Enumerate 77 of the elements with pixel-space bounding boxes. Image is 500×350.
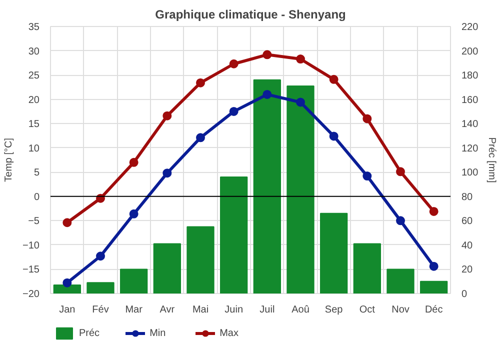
point (396, 167, 405, 176)
x-tick-label: Oct (359, 304, 376, 316)
point (229, 106, 238, 116)
point (196, 133, 205, 142)
y-axis-title: Temp [°C] (4, 138, 15, 182)
bar (120, 268, 148, 294)
x-tick-label: Mai (192, 304, 209, 316)
point (362, 114, 372, 124)
bar (286, 85, 314, 294)
y-tick-label: −20 (22, 289, 40, 300)
bar (186, 226, 214, 294)
point (229, 59, 238, 68)
point (296, 54, 305, 64)
y2-tick-label: 140 (462, 119, 479, 130)
y2-tick-label: 0 (462, 289, 468, 300)
point (329, 74, 338, 84)
legend-label: Préc (79, 326, 100, 340)
y2-tick-label: 200 (462, 46, 479, 58)
y2-tick-label: 180 (462, 70, 479, 82)
y2-tick-label: 160 (462, 94, 479, 106)
x-tick-label: Juin (224, 304, 244, 316)
point (329, 132, 338, 141)
bar (86, 282, 114, 294)
point (129, 158, 138, 167)
y-tick-label: 0 (34, 192, 40, 203)
y-tick-label: 10 (28, 143, 40, 154)
point (129, 209, 138, 218)
x-tick-label: Fév (92, 304, 109, 316)
point (62, 278, 72, 288)
y-tick-label: −10 (22, 240, 40, 252)
point (162, 168, 172, 178)
chart-title: Graphique climatique - Shenyang (155, 8, 346, 22)
y2-tick-label: 20 (462, 264, 474, 276)
y-tick-label: 30 (28, 46, 40, 58)
bar (353, 243, 381, 294)
y-tick-label: −5 (28, 216, 40, 228)
x-tick-label: Aoû (292, 304, 310, 316)
legend-label: Min (150, 326, 167, 340)
x-tick-label: Sep (324, 304, 344, 316)
point (429, 262, 438, 271)
x-tick-label: Nov (392, 304, 410, 316)
y2-tick-label: 40 (462, 240, 474, 252)
bar (253, 79, 281, 294)
x-tick-label: Jan (59, 304, 76, 316)
y2-tick-label: 120 (462, 143, 479, 154)
x-tick-label: Déc (424, 304, 443, 316)
point (262, 50, 272, 60)
x-tick-label: Mar (125, 304, 144, 316)
bar (320, 212, 348, 294)
bar (53, 284, 81, 294)
y-tick-label: −15 (22, 264, 40, 276)
point (362, 172, 372, 181)
point (296, 98, 305, 107)
x-tick-label: Avr (160, 304, 176, 316)
y-tick-label: 5 (34, 168, 40, 179)
point (429, 206, 438, 216)
point (162, 111, 172, 120)
bar (153, 243, 181, 294)
y2-tick-label: 220 (462, 22, 479, 33)
y2-tick-label: 80 (462, 192, 474, 203)
point (96, 252, 105, 261)
bar (420, 280, 448, 294)
legend-label: Max (220, 326, 240, 340)
y-tick-label: 15 (28, 119, 40, 130)
point (62, 218, 72, 228)
x-tick-label: Juil (260, 304, 275, 316)
y-tick-label: 35 (28, 22, 40, 33)
y-tick-label: 25 (28, 70, 40, 82)
bar (220, 176, 248, 294)
y2-tick-label: 60 (462, 216, 474, 228)
y-tick-label: 20 (28, 94, 40, 106)
bar (386, 268, 414, 294)
point (196, 78, 205, 88)
point (396, 216, 405, 226)
y2-axis-title: Préc [mm] (486, 137, 498, 183)
y2-tick-label: 100 (462, 168, 479, 179)
point (262, 90, 272, 99)
